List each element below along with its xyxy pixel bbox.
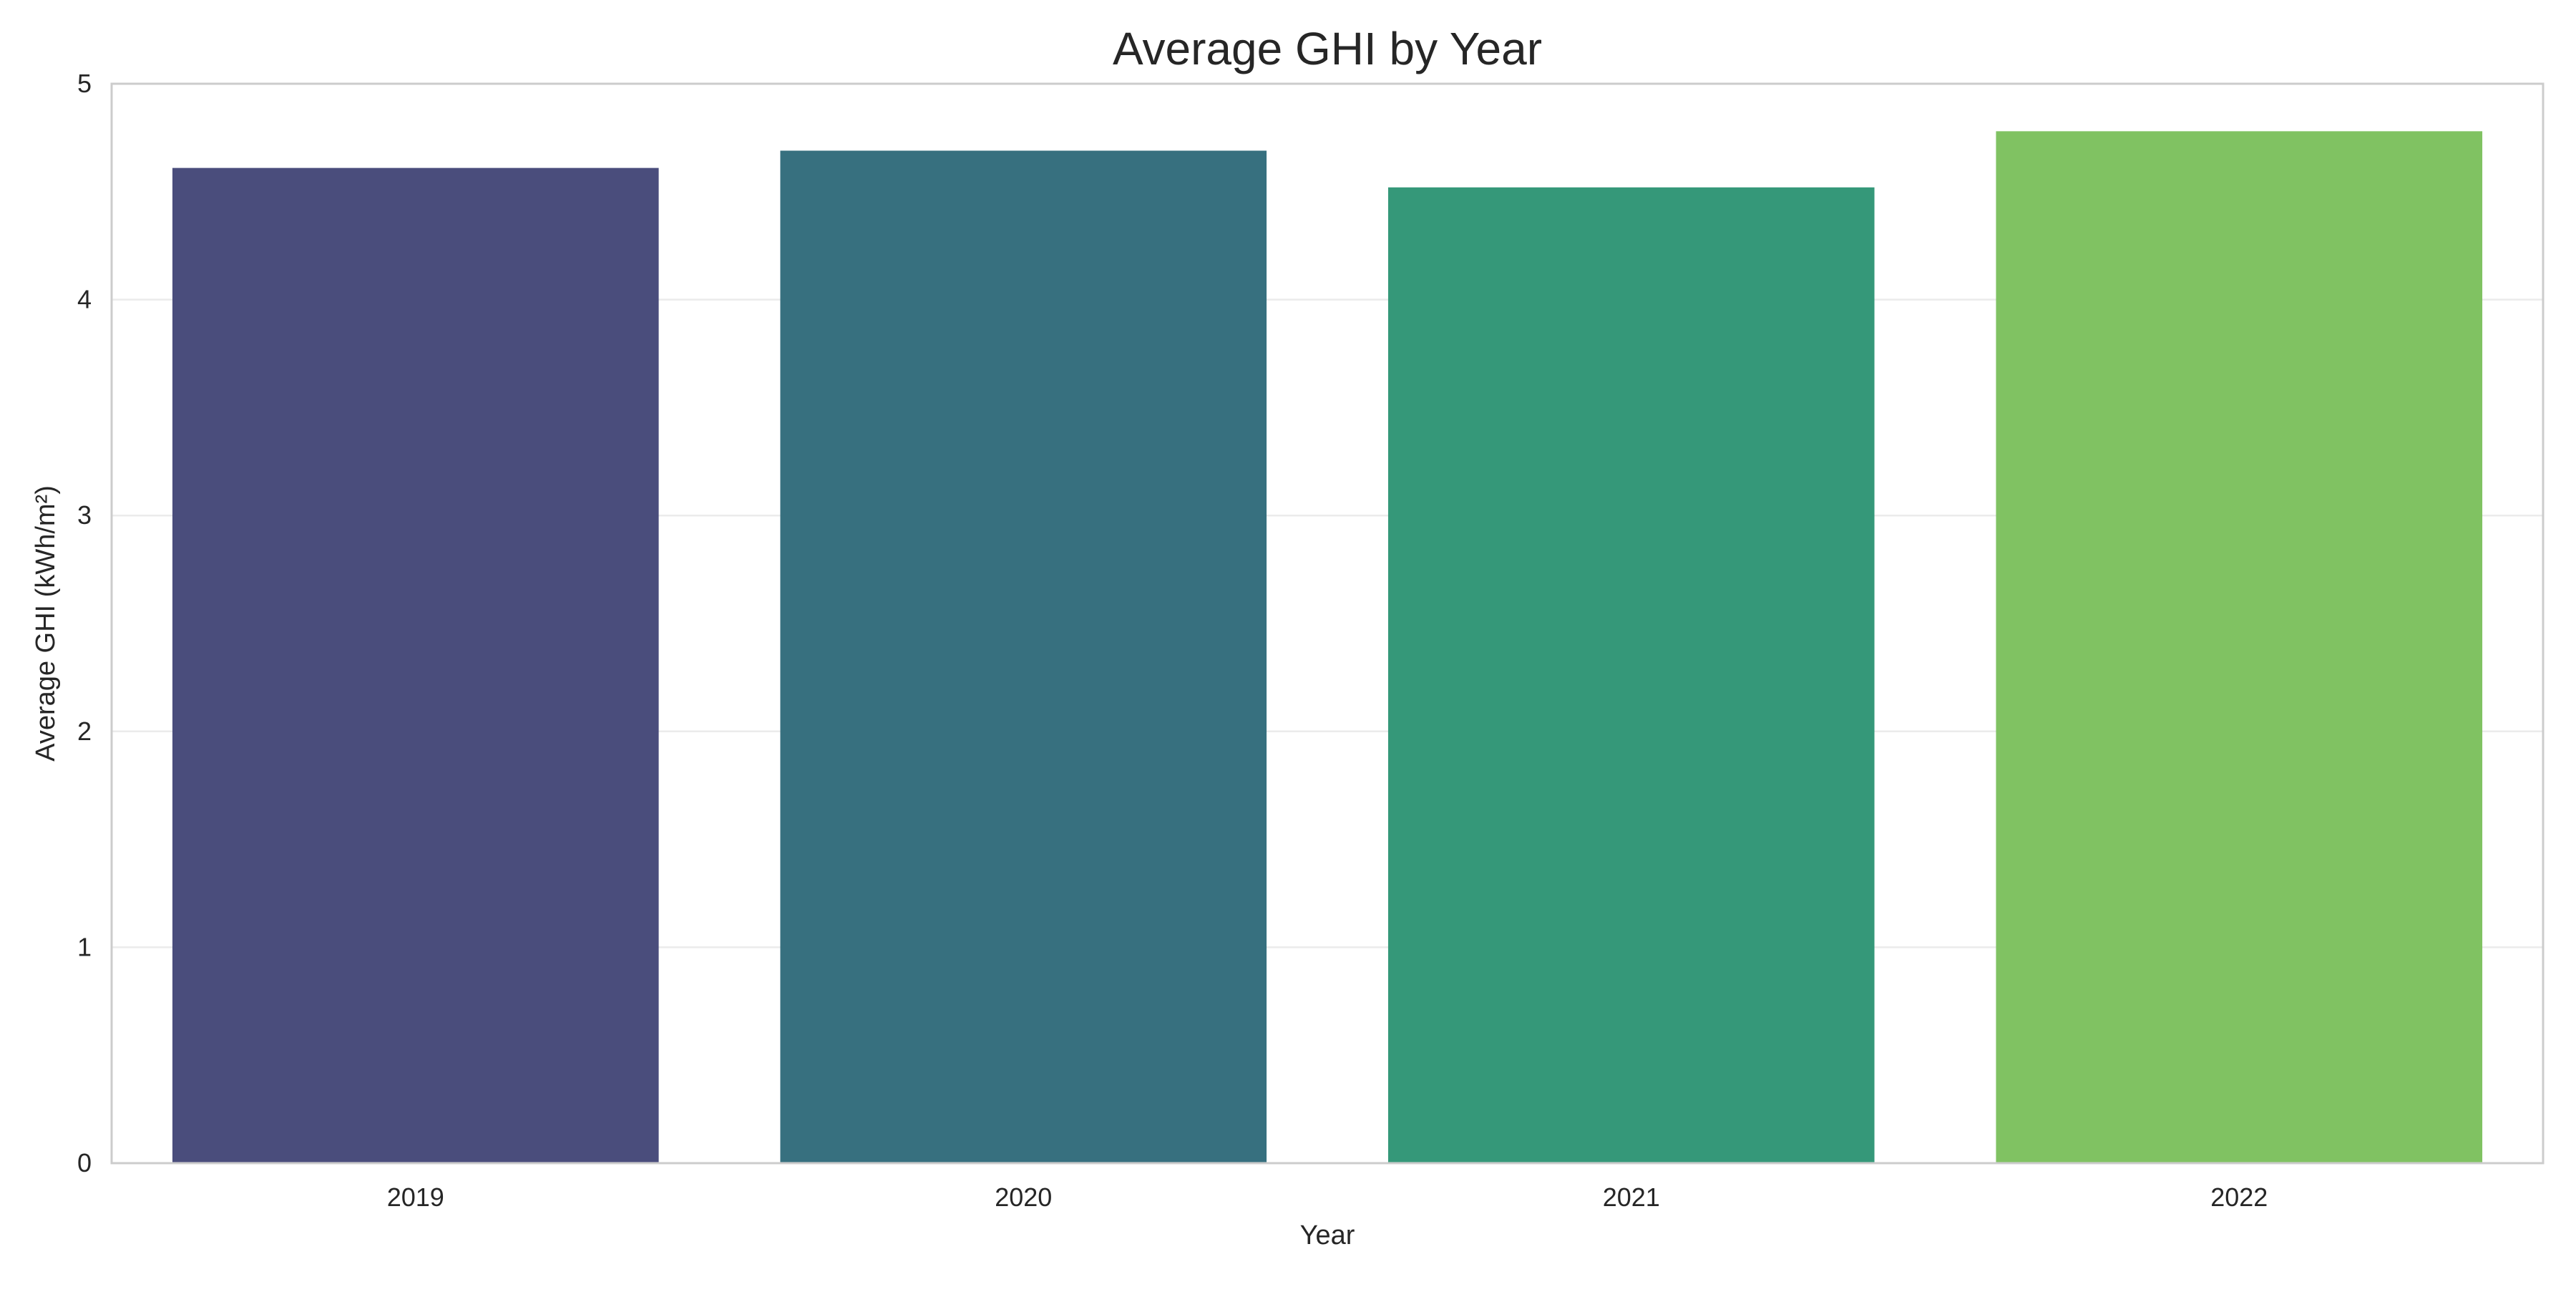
- bar-2019: [172, 167, 659, 1163]
- y-tick-label: 1: [77, 932, 92, 961]
- plot-frame: [110, 82, 2545, 1165]
- y-axis-ticks: 0 1 2 3 4 5: [77, 69, 92, 1177]
- y-tick-label: 2: [77, 717, 92, 746]
- y-axis-label: Average GHI (kWh/m²): [31, 485, 61, 762]
- bars: [172, 131, 2483, 1164]
- x-tick-label: 2022: [2210, 1182, 2268, 1212]
- bar-2021: [1387, 187, 1875, 1163]
- x-tick-label: 2021: [1603, 1182, 1660, 1212]
- x-axis-label: Year: [1300, 1220, 1355, 1250]
- x-tick-label: 2020: [995, 1182, 1052, 1212]
- y-tick-label: 4: [77, 285, 92, 314]
- chart-title: Average GHI by Year: [1113, 23, 1542, 74]
- y-tick-label: 5: [77, 69, 92, 98]
- bar-2022: [1996, 131, 2483, 1163]
- bar-2020: [780, 150, 1267, 1164]
- y-tick-label: 3: [77, 500, 92, 530]
- x-tick-label: 2019: [387, 1182, 444, 1212]
- y-tick-label: 0: [77, 1148, 92, 1177]
- x-axis-ticks: 2019 2020 2021 2022: [387, 1182, 2268, 1212]
